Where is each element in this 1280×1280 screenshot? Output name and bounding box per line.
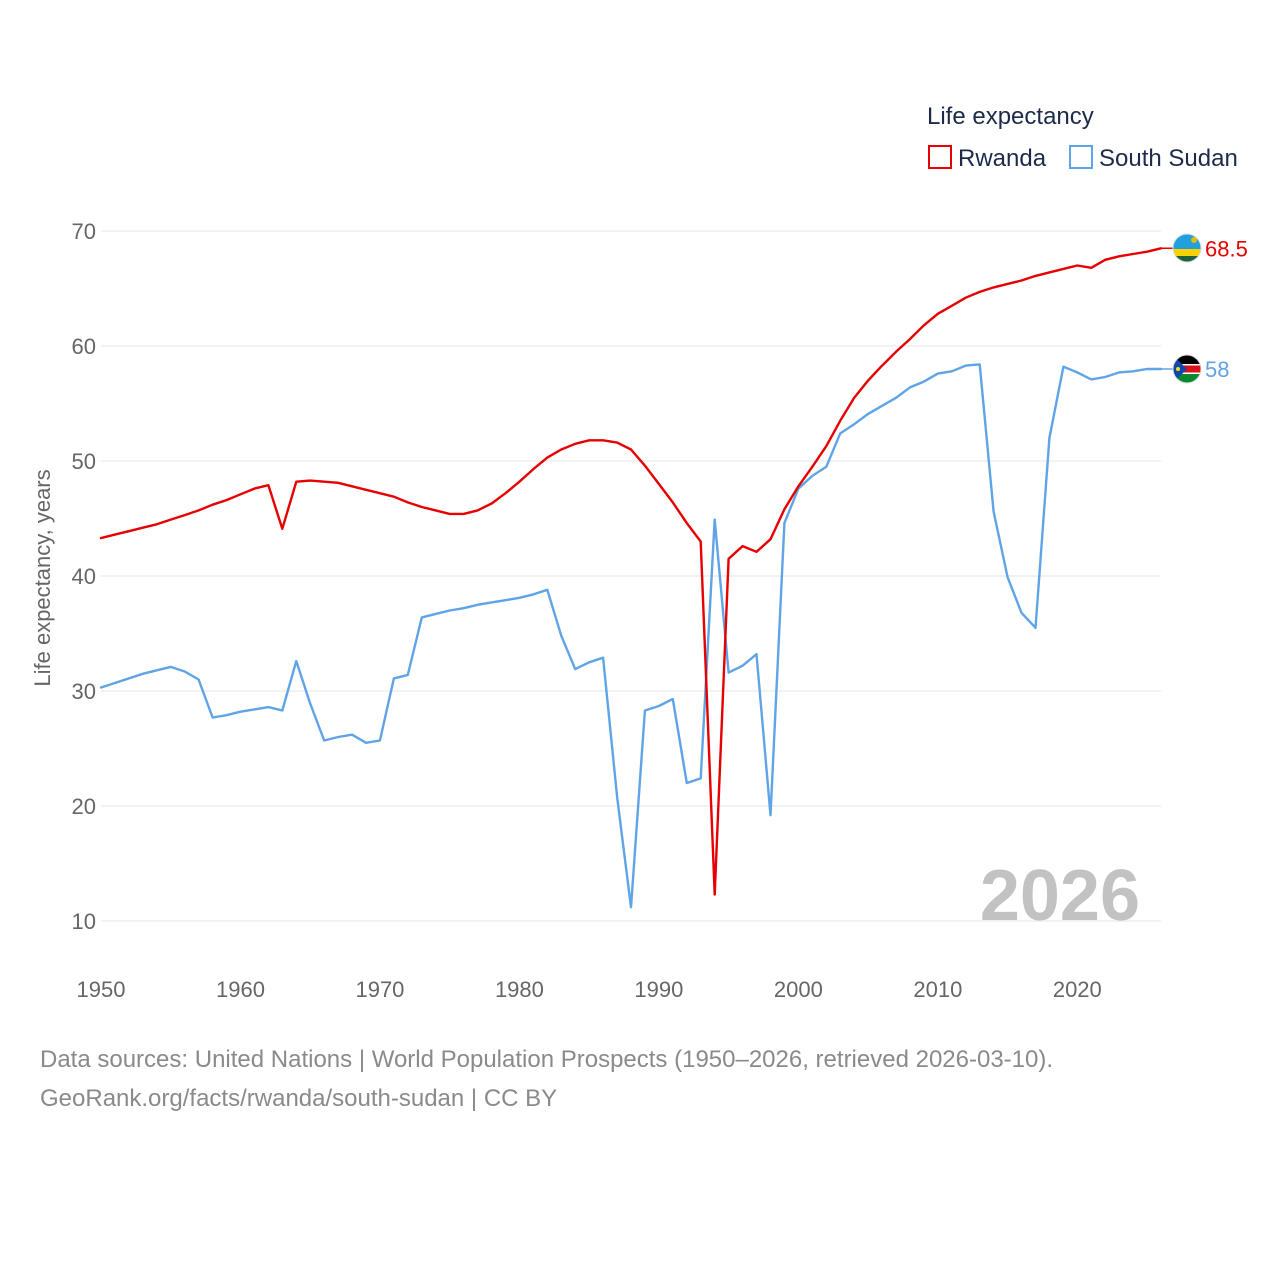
legend-item-south-sudan[interactable]: South Sudan [1069,145,1238,172]
south-sudan-flag-icon [1172,354,1202,384]
x-tick-label-2000: 2000 [774,977,823,1002]
year-watermark: 2026 [980,856,1140,936]
y-tick-label-20: 20 [72,794,96,819]
y-tick-label-50: 50 [72,449,96,474]
x-tick-label-1950: 1950 [77,977,126,1002]
series-lines [99,247,1174,909]
y-tick-label-70: 70 [72,219,96,244]
end-flags [1172,233,1202,384]
legend-title: Life expectancy [927,103,1094,130]
series-line-south-sudan [99,363,1163,909]
x-tick-label-2020: 2020 [1053,977,1102,1002]
y-tick-label-40: 40 [72,564,96,589]
x-tick-label-1990: 1990 [634,977,683,1002]
rwanda-flag-icon [1172,233,1202,263]
series-line-rwanda [99,247,1163,896]
x-tick-label-1980: 1980 [495,977,544,1002]
y-tick-label-60: 60 [72,334,96,359]
y-tick-label-10: 10 [72,909,96,934]
legend-swatch-rwanda [928,145,952,169]
y-axis-label: Life expectancy, years [30,469,55,686]
legend: Life expectancy Rwanda South Sudan [927,103,1238,172]
legend-label-rwanda: Rwanda [958,145,1047,172]
legend-label-south-sudan: South Sudan [1099,145,1238,172]
end-value-label-rwanda: 68.5 [1205,236,1248,261]
legend-item-rwanda[interactable]: Rwanda [928,145,1047,172]
gridlines [101,230,1161,922]
data-source-note: Data sources: United Nations | World Pop… [40,1046,1054,1073]
end-value-labels: 58 68.5 [1205,236,1248,382]
end-value-label-south-sudan: 58 [1205,357,1229,382]
legend-swatch-south-sudan [1069,145,1093,169]
x-tick-label-1970: 1970 [355,977,404,1002]
y-axis-ticks: 10 20 30 40 50 60 70 [72,219,96,934]
x-axis-ticks: 1950 1960 1970 1980 1990 2000 2010 2020 [77,977,1102,1002]
x-tick-label-1960: 1960 [216,977,265,1002]
y-tick-label-30: 30 [72,679,96,704]
credit-link[interactable]: GeoRank.org/facts/rwanda/south-sudan | C… [40,1085,558,1112]
x-tick-label-2010: 2010 [913,977,962,1002]
